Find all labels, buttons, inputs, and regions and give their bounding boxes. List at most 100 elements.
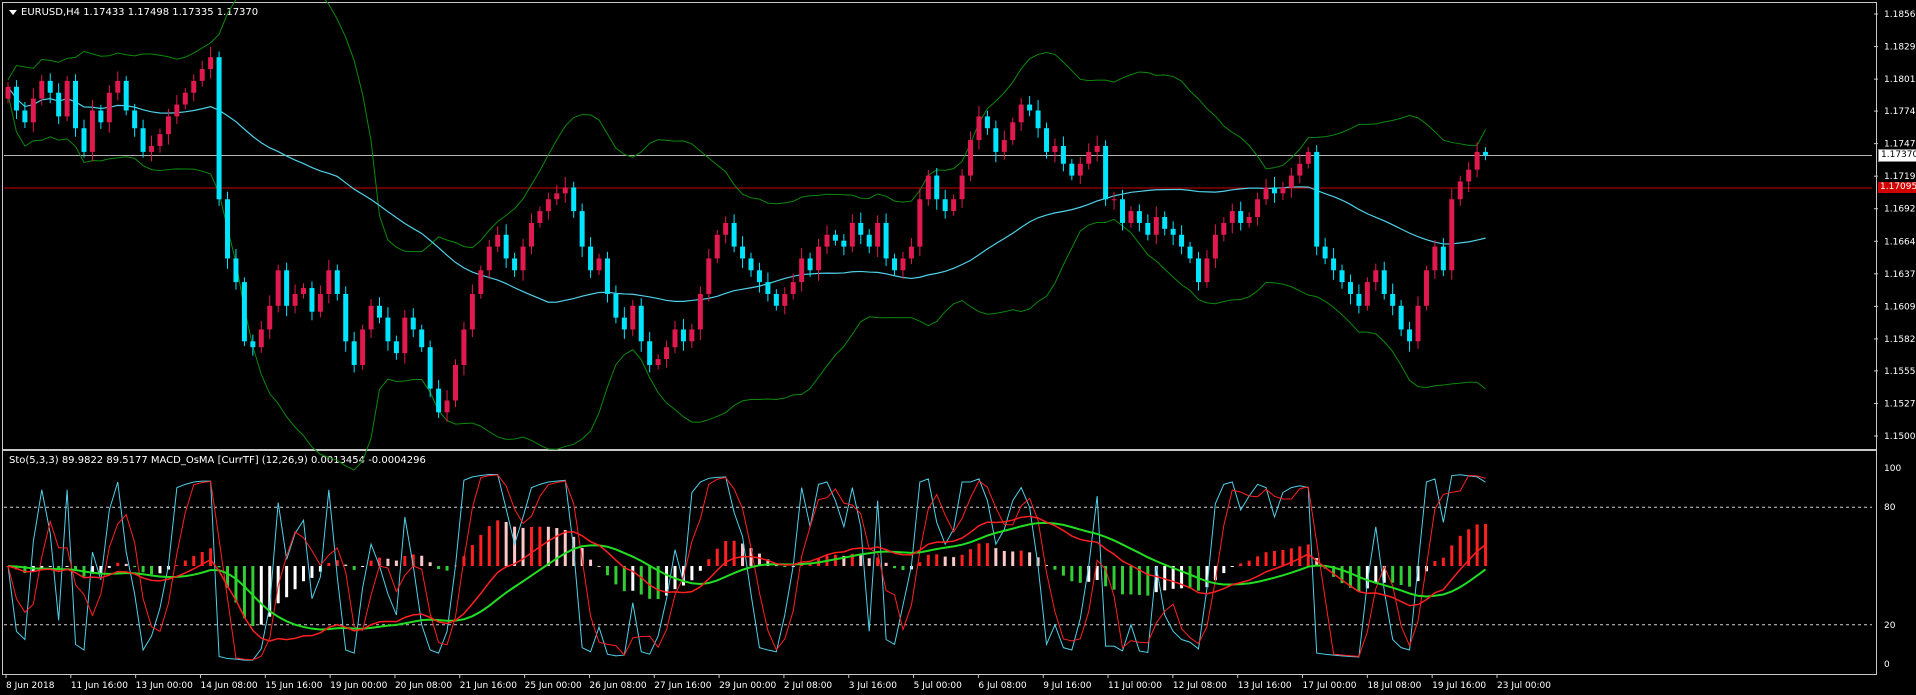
candle-body	[241, 282, 247, 342]
macd-histogram-bar	[99, 566, 103, 574]
candle-body	[1440, 246, 1446, 271]
candle-body	[520, 246, 526, 271]
macd-histogram-bar	[935, 554, 939, 566]
candle	[832, 230, 838, 246]
candle-body	[140, 128, 146, 152]
candle	[765, 272, 771, 302]
candle-body	[900, 258, 906, 271]
price-axis-label: 1.17745	[1884, 107, 1916, 117]
candle	[1423, 265, 1429, 311]
candle-body	[917, 199, 923, 247]
macd-histogram-bar	[757, 553, 761, 566]
candle	[1466, 162, 1472, 192]
candle-body	[22, 110, 28, 123]
candle-body	[596, 258, 602, 271]
candle-body	[875, 222, 881, 247]
candle-body	[858, 222, 864, 235]
candle	[73, 74, 79, 137]
candle-body	[30, 98, 36, 123]
time-axis-label: 11 Jun 16:00	[71, 681, 128, 691]
macd-histogram-bar	[1036, 557, 1040, 566]
macd-histogram-bar	[1348, 566, 1352, 588]
macd-histogram-bar	[977, 543, 981, 566]
candle-body	[723, 222, 729, 235]
candle-body	[664, 347, 670, 360]
candle-body	[1044, 128, 1050, 152]
candle-body	[284, 270, 290, 306]
candle-body	[1407, 329, 1413, 342]
macd-histogram-bar	[200, 551, 204, 566]
candle-body	[1052, 145, 1058, 152]
candle-body	[528, 222, 534, 247]
macd-histogram-bar	[605, 566, 609, 576]
candle-body	[461, 329, 467, 365]
candle	[1246, 212, 1252, 228]
candle-body	[1094, 145, 1100, 152]
candle	[1229, 203, 1235, 234]
candle-body	[191, 80, 197, 93]
candle-body	[1170, 228, 1176, 235]
candle-body	[452, 364, 458, 401]
macd-histogram-bar	[1087, 566, 1091, 582]
macd-histogram-bar	[1306, 544, 1310, 566]
candle-body	[208, 57, 214, 70]
candle	[537, 206, 543, 228]
candle-body	[1111, 199, 1117, 201]
candle-body	[115, 80, 121, 93]
time-axis-label: 11 Jul 00:00	[1108, 681, 1162, 691]
macd-histogram-bar	[403, 555, 407, 566]
collapse-triangle-icon[interactable]	[9, 9, 17, 15]
candle	[655, 354, 661, 370]
macd-histogram-bar	[1112, 566, 1116, 590]
candle-body	[1060, 145, 1066, 164]
candle	[495, 226, 501, 253]
macd-histogram-bar	[217, 566, 221, 568]
macd-histogram-bar	[496, 520, 500, 566]
candle-body	[1339, 270, 1345, 283]
macd-histogram-bar	[893, 566, 897, 569]
macd-histogram-bar	[1332, 566, 1336, 577]
candle-body	[385, 317, 391, 342]
macd-histogram-bar	[698, 566, 702, 571]
candle	[1086, 143, 1092, 170]
candle-body	[89, 110, 95, 152]
macd-histogram-bar	[1357, 566, 1361, 592]
candle-body	[216, 57, 222, 200]
candle	[1255, 192, 1261, 226]
macd-histogram-bar	[504, 521, 508, 566]
candle	[1179, 225, 1185, 255]
candle	[917, 188, 923, 257]
candle	[1094, 135, 1100, 162]
candle-body	[1297, 163, 1303, 176]
candle	[875, 215, 881, 258]
candle-body	[292, 293, 298, 306]
candle	[478, 265, 484, 299]
candle-body	[419, 329, 425, 348]
candle	[613, 285, 619, 324]
candle	[410, 308, 416, 338]
candle	[1339, 264, 1345, 289]
candle	[900, 251, 906, 279]
candle	[1120, 189, 1125, 231]
candle-body	[199, 69, 205, 81]
candle-body	[866, 234, 872, 247]
candle-body	[1356, 293, 1362, 306]
macd-histogram-bar	[226, 566, 230, 588]
candle	[697, 286, 703, 340]
candle-body	[706, 258, 712, 294]
price-axis-label: 1.16370	[1884, 270, 1916, 280]
candle-body	[1010, 122, 1016, 141]
macd-histogram-bar	[876, 557, 880, 566]
candle	[773, 289, 779, 311]
horizontal-line-price-tag: 1.17095	[1878, 182, 1916, 193]
candle	[1103, 140, 1109, 206]
macd-histogram-bar	[327, 563, 331, 566]
candle-body	[98, 110, 104, 123]
macd-histogram-bar	[1104, 566, 1108, 587]
candle-body	[225, 199, 231, 259]
price-chart-pane[interactable]: EURUSD,H4 1.17433 1.17498 1.17335 1.1737…	[2, 2, 1877, 450]
candle	[444, 390, 450, 422]
price-axis-label: 1.16920	[1884, 205, 1916, 215]
candle	[782, 287, 788, 315]
indicator-pane[interactable]: Sto(5,3,3) 89.9822 89.5177 MACD_OsMA [Cu…	[2, 450, 1877, 675]
